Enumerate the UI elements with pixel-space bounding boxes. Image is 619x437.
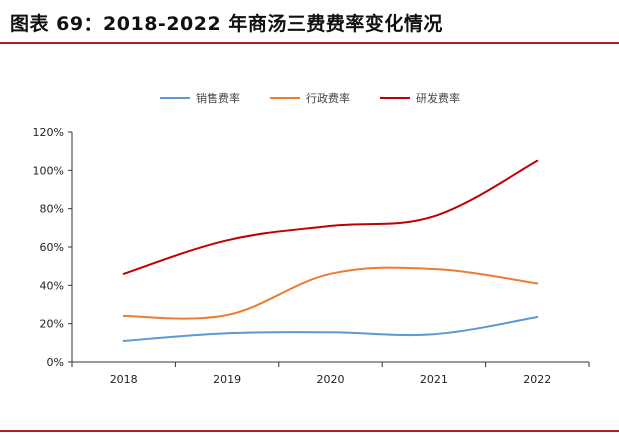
series-line-1: [122, 266, 539, 320]
series-line-2: [122, 159, 539, 275]
y-tick-label: 100%: [33, 164, 64, 177]
legend: 销售费率 行政费率 研发费率: [160, 91, 460, 105]
x-tick-label: 2022: [523, 373, 551, 386]
legend-label: 研发费率: [416, 91, 460, 105]
axes: 0% 20% 40% 60% 80% 100% 120% 2018 2019 2020 2021 20…: [33, 126, 590, 386]
bottom-rule: [0, 430, 619, 432]
series-line-0: [122, 315, 539, 342]
y-tick-label: 40%: [40, 279, 64, 292]
x-tick-label: 2018: [110, 373, 138, 386]
x-tick-label: 2020: [317, 373, 345, 386]
legend-label: 行政费率: [306, 91, 350, 105]
y-tick-label: 80%: [40, 203, 64, 216]
x-tick-label: 2021: [420, 373, 448, 386]
y-tick-label: 120%: [33, 126, 64, 139]
x-tick-label: 2019: [213, 373, 241, 386]
y-tick-label: 20%: [40, 318, 64, 331]
y-tick-label: 60%: [40, 241, 64, 254]
series-lines: [122, 159, 539, 342]
y-tick-label: 0%: [47, 356, 64, 369]
figure-title: 图表 69：2018-2022 年商汤三费费率变化情况: [10, 13, 443, 35]
title-bar: 图表 69：2018-2022 年商汤三费费率变化情况: [0, 0, 619, 44]
legend-label: 销售费率: [196, 91, 240, 105]
